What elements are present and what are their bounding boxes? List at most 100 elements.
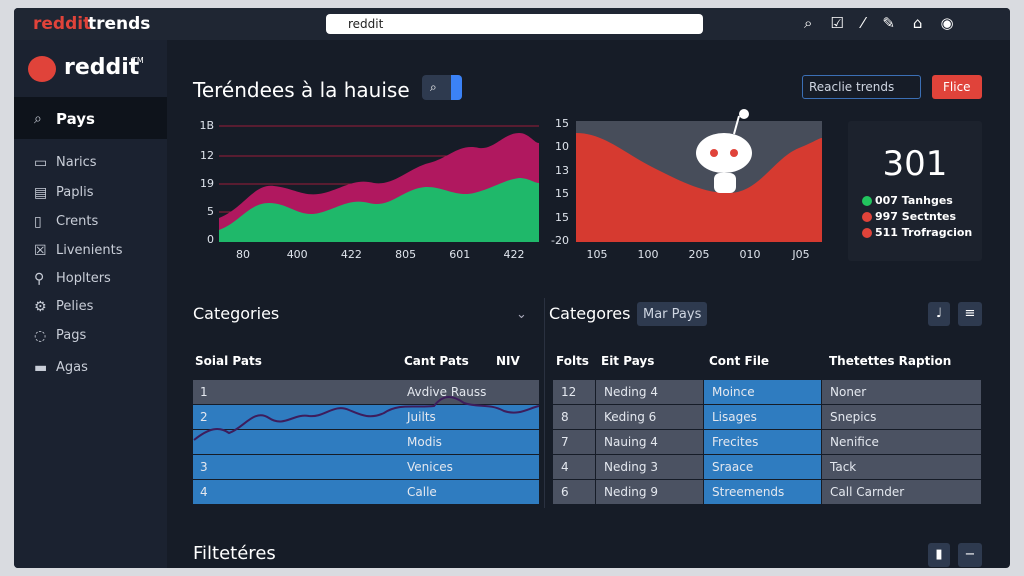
section-title: Categores [549,304,631,323]
button-label[interactable]: Flice [943,80,971,94]
nav-icon: ⚲ [34,271,45,287]
cell-bg [553,455,595,479]
column-header[interactable]: Thetettes Raption [829,354,952,368]
minus-button[interactable]: − [958,543,982,567]
button-small[interactable]: ♩ [928,302,950,326]
y-tick-label: 15 [555,210,569,224]
area-green [219,178,539,242]
nav-item[interactable]: Pelies [56,299,94,314]
section-title: Filtetéres [193,543,276,564]
cell-bg [822,480,981,504]
row-bg [399,480,539,504]
table-cell: Nauing 4 [604,435,658,449]
logo: reddit [64,55,140,80]
x-tick-label: 205 [688,248,710,261]
table-cell: Venices [407,460,453,474]
search-icon: ⌕ [430,80,437,94]
table-cell: 3 [200,460,208,474]
nav-item[interactable]: Narics [56,155,97,170]
table-cell: Call Carnder [830,485,905,499]
stats-card [848,121,982,261]
chart-button[interactable]: ▮ [928,543,950,567]
table-cell: 4 [561,460,569,474]
y-tick-label: 15 [555,117,569,130]
nav-item[interactable]: Paplis [56,185,94,200]
table-cell: 2 [200,410,208,424]
table-cell: 1 [200,385,208,399]
row-bg [193,455,399,479]
legend-dot [862,228,872,238]
column-header[interactable]: Cant Pats [404,354,469,368]
nav-icon: ☒ [34,243,47,259]
tag-label[interactable]: Mar Pays [643,307,702,322]
search-box[interactable] [326,14,703,34]
y-tick-label: 19 [200,177,214,190]
column-header[interactable]: Soial Pats [195,354,262,368]
x-tick-label: 422 [503,248,525,261]
x-tick-label: 105 [586,248,608,261]
nav-item[interactable]: Pags [56,328,87,343]
table-cell: Frecites [712,435,759,449]
tag[interactable] [637,302,707,326]
table-cell: Tack [830,460,857,474]
table-cell: Nenifice [830,435,879,449]
chevron[interactable]: ⌄ [516,307,527,322]
row-bg [399,455,539,479]
column-header[interactable]: NIV [496,354,520,368]
mascot [696,109,752,193]
column-header[interactable]: Cont File [709,354,770,368]
nav-item[interactable]: Agas [56,360,88,375]
table-cell: Lisages [712,410,757,424]
dropdown[interactable] [802,75,921,99]
brand-suffix: trends [88,14,151,34]
table-cell: 6 [561,485,569,499]
nav-icon: ◌ [34,328,47,344]
legend-entry: 997 Sectntes [875,210,957,223]
cell-bg [704,455,821,479]
row-bg [399,405,539,429]
row-bg [193,430,399,454]
column-header[interactable]: Eit Pays [601,354,655,368]
action-button[interactable] [932,75,982,99]
table-cell: Juilts [407,410,436,424]
cell-bg [822,430,981,454]
dropdown-label[interactable]: Reaclie trends [809,80,895,94]
cell-bg [822,380,981,404]
row-bg [399,430,539,454]
cell-bg [704,405,821,429]
column-header[interactable]: Folts [556,354,589,368]
nav-item[interactable]: Pays [56,110,95,128]
table-cell: Calle [407,485,437,499]
menu-button[interactable]: ≡ [958,302,982,326]
x-tick-label: 100 [637,248,659,261]
x-tick-label: 010 [739,248,761,261]
x-tick-label: 422 [340,248,362,261]
legend-entry: 511 Trofragcion [875,226,973,239]
table-cell: 12 [561,385,577,399]
table-cell: Avdive Rauss [407,385,487,399]
toolbar-icons[interactable]: ⌕☑⁄✎⌂◉ [804,14,972,32]
nav-item[interactable]: Hoplters [56,271,111,286]
search-button[interactable] [422,75,462,100]
nav-item[interactable]: Crents [56,214,99,229]
section-title: Categories [193,304,280,323]
legend-dot [862,212,872,222]
y-tick-label: 15 [555,187,569,201]
x-tick-label: 80 [236,248,250,261]
table-cell: 8 [561,410,569,424]
cell-bg [704,430,821,454]
table-cell: 4 [200,485,208,499]
cell-bg [553,480,595,504]
cell-bg [822,455,981,479]
area-red [576,133,822,242]
logo-icon [28,56,56,82]
table-cell: Noner [830,385,867,399]
y-tick-label: 13 [555,163,569,177]
cell-bg [704,380,821,404]
y-tick-label: -20 [551,234,569,247]
divider [544,298,545,508]
cell-bg [553,430,595,454]
legend-dot [862,196,872,206]
nav-item[interactable]: Livenients [56,243,123,258]
app-window: ♩ ≡ ▮ − ⌕☑⁄✎⌂◉ reddit trends reddit reddit T… [14,8,1010,568]
